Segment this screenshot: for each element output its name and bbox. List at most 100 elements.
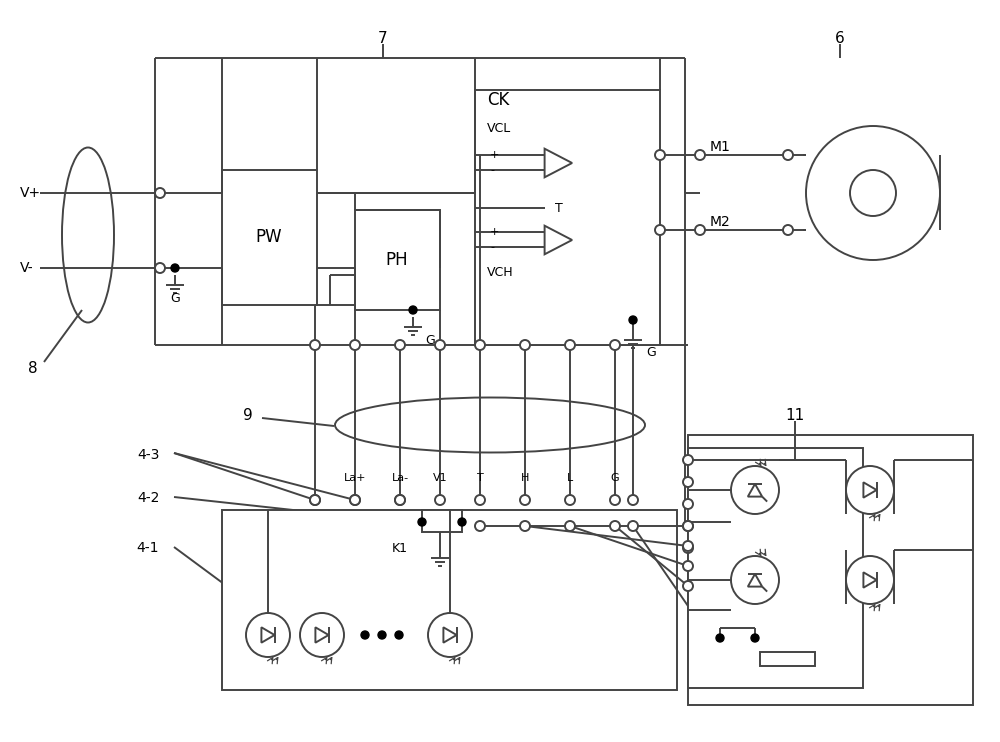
Text: G: G (425, 333, 435, 347)
Circle shape (683, 521, 693, 531)
Circle shape (565, 340, 575, 350)
Circle shape (395, 631, 403, 639)
Circle shape (683, 521, 693, 531)
Circle shape (683, 561, 693, 571)
Text: 4-2: 4-2 (137, 491, 159, 505)
Bar (222, 510, 677, 690)
Circle shape (628, 521, 638, 531)
Circle shape (155, 263, 165, 273)
Text: -: - (490, 165, 494, 175)
Text: G: G (646, 346, 656, 358)
Circle shape (395, 340, 405, 350)
Circle shape (520, 521, 530, 531)
Text: La-: La- (391, 473, 409, 483)
Circle shape (300, 613, 344, 657)
Ellipse shape (62, 148, 114, 323)
Polygon shape (315, 627, 329, 643)
Circle shape (610, 521, 620, 531)
Circle shape (683, 499, 693, 509)
Text: PW: PW (256, 228, 282, 246)
Polygon shape (545, 148, 572, 177)
Circle shape (783, 225, 793, 235)
Text: VCH: VCH (487, 266, 514, 278)
Circle shape (683, 541, 693, 551)
Text: 6: 6 (835, 30, 845, 45)
Polygon shape (748, 484, 762, 496)
Text: 7: 7 (378, 30, 388, 45)
Circle shape (731, 466, 779, 514)
Circle shape (610, 495, 620, 505)
Circle shape (610, 340, 620, 350)
Polygon shape (545, 226, 572, 255)
Circle shape (475, 495, 485, 505)
Bar (422, 510, 462, 532)
Text: V+: V+ (20, 186, 41, 200)
Circle shape (310, 495, 320, 505)
Bar (355, 210, 440, 310)
Circle shape (731, 556, 779, 604)
Text: CK: CK (487, 91, 509, 109)
Polygon shape (261, 627, 275, 643)
Circle shape (310, 340, 320, 350)
Circle shape (310, 495, 320, 505)
Circle shape (846, 556, 894, 604)
Circle shape (683, 477, 693, 487)
Circle shape (565, 521, 575, 531)
Circle shape (475, 340, 485, 350)
Polygon shape (863, 482, 877, 498)
Text: +: + (490, 150, 499, 160)
Bar (688, 435, 973, 705)
Circle shape (171, 264, 179, 272)
Circle shape (751, 634, 759, 642)
Circle shape (458, 518, 466, 526)
Text: L: L (567, 473, 573, 483)
Text: M2: M2 (710, 215, 730, 229)
Text: K1: K1 (392, 542, 408, 554)
Circle shape (378, 631, 386, 639)
Circle shape (435, 495, 445, 505)
Circle shape (395, 495, 405, 505)
Circle shape (655, 150, 665, 160)
Text: 4-1: 4-1 (137, 541, 159, 555)
Text: +: + (490, 227, 499, 237)
Circle shape (683, 455, 693, 465)
Circle shape (428, 613, 472, 657)
Circle shape (350, 495, 360, 505)
Text: V1: V1 (433, 473, 447, 483)
Text: G: G (611, 473, 619, 483)
Circle shape (629, 316, 637, 324)
Circle shape (846, 466, 894, 514)
Text: 11: 11 (785, 407, 805, 422)
Circle shape (395, 495, 405, 505)
Circle shape (565, 495, 575, 505)
Circle shape (655, 225, 665, 235)
Text: T: T (477, 473, 483, 483)
Polygon shape (443, 627, 457, 643)
Circle shape (520, 340, 530, 350)
Circle shape (475, 521, 485, 531)
Text: T: T (555, 202, 563, 214)
Circle shape (350, 495, 360, 505)
Text: G: G (170, 292, 180, 304)
Circle shape (409, 306, 417, 314)
Text: M1: M1 (710, 140, 730, 154)
Text: PH: PH (386, 251, 408, 269)
Bar (475, 90, 660, 345)
Circle shape (783, 150, 793, 160)
Polygon shape (863, 572, 877, 588)
Circle shape (155, 188, 165, 198)
Circle shape (361, 631, 369, 639)
Text: La+: La+ (344, 473, 366, 483)
Text: V-: V- (20, 261, 34, 275)
Bar (222, 170, 317, 305)
Circle shape (520, 495, 530, 505)
Circle shape (806, 126, 940, 260)
Circle shape (628, 495, 638, 505)
Circle shape (350, 340, 360, 350)
Text: VCL: VCL (487, 122, 511, 134)
Text: H: H (521, 473, 529, 483)
Circle shape (850, 170, 896, 216)
Circle shape (246, 613, 290, 657)
Circle shape (695, 150, 705, 160)
Circle shape (683, 543, 693, 553)
